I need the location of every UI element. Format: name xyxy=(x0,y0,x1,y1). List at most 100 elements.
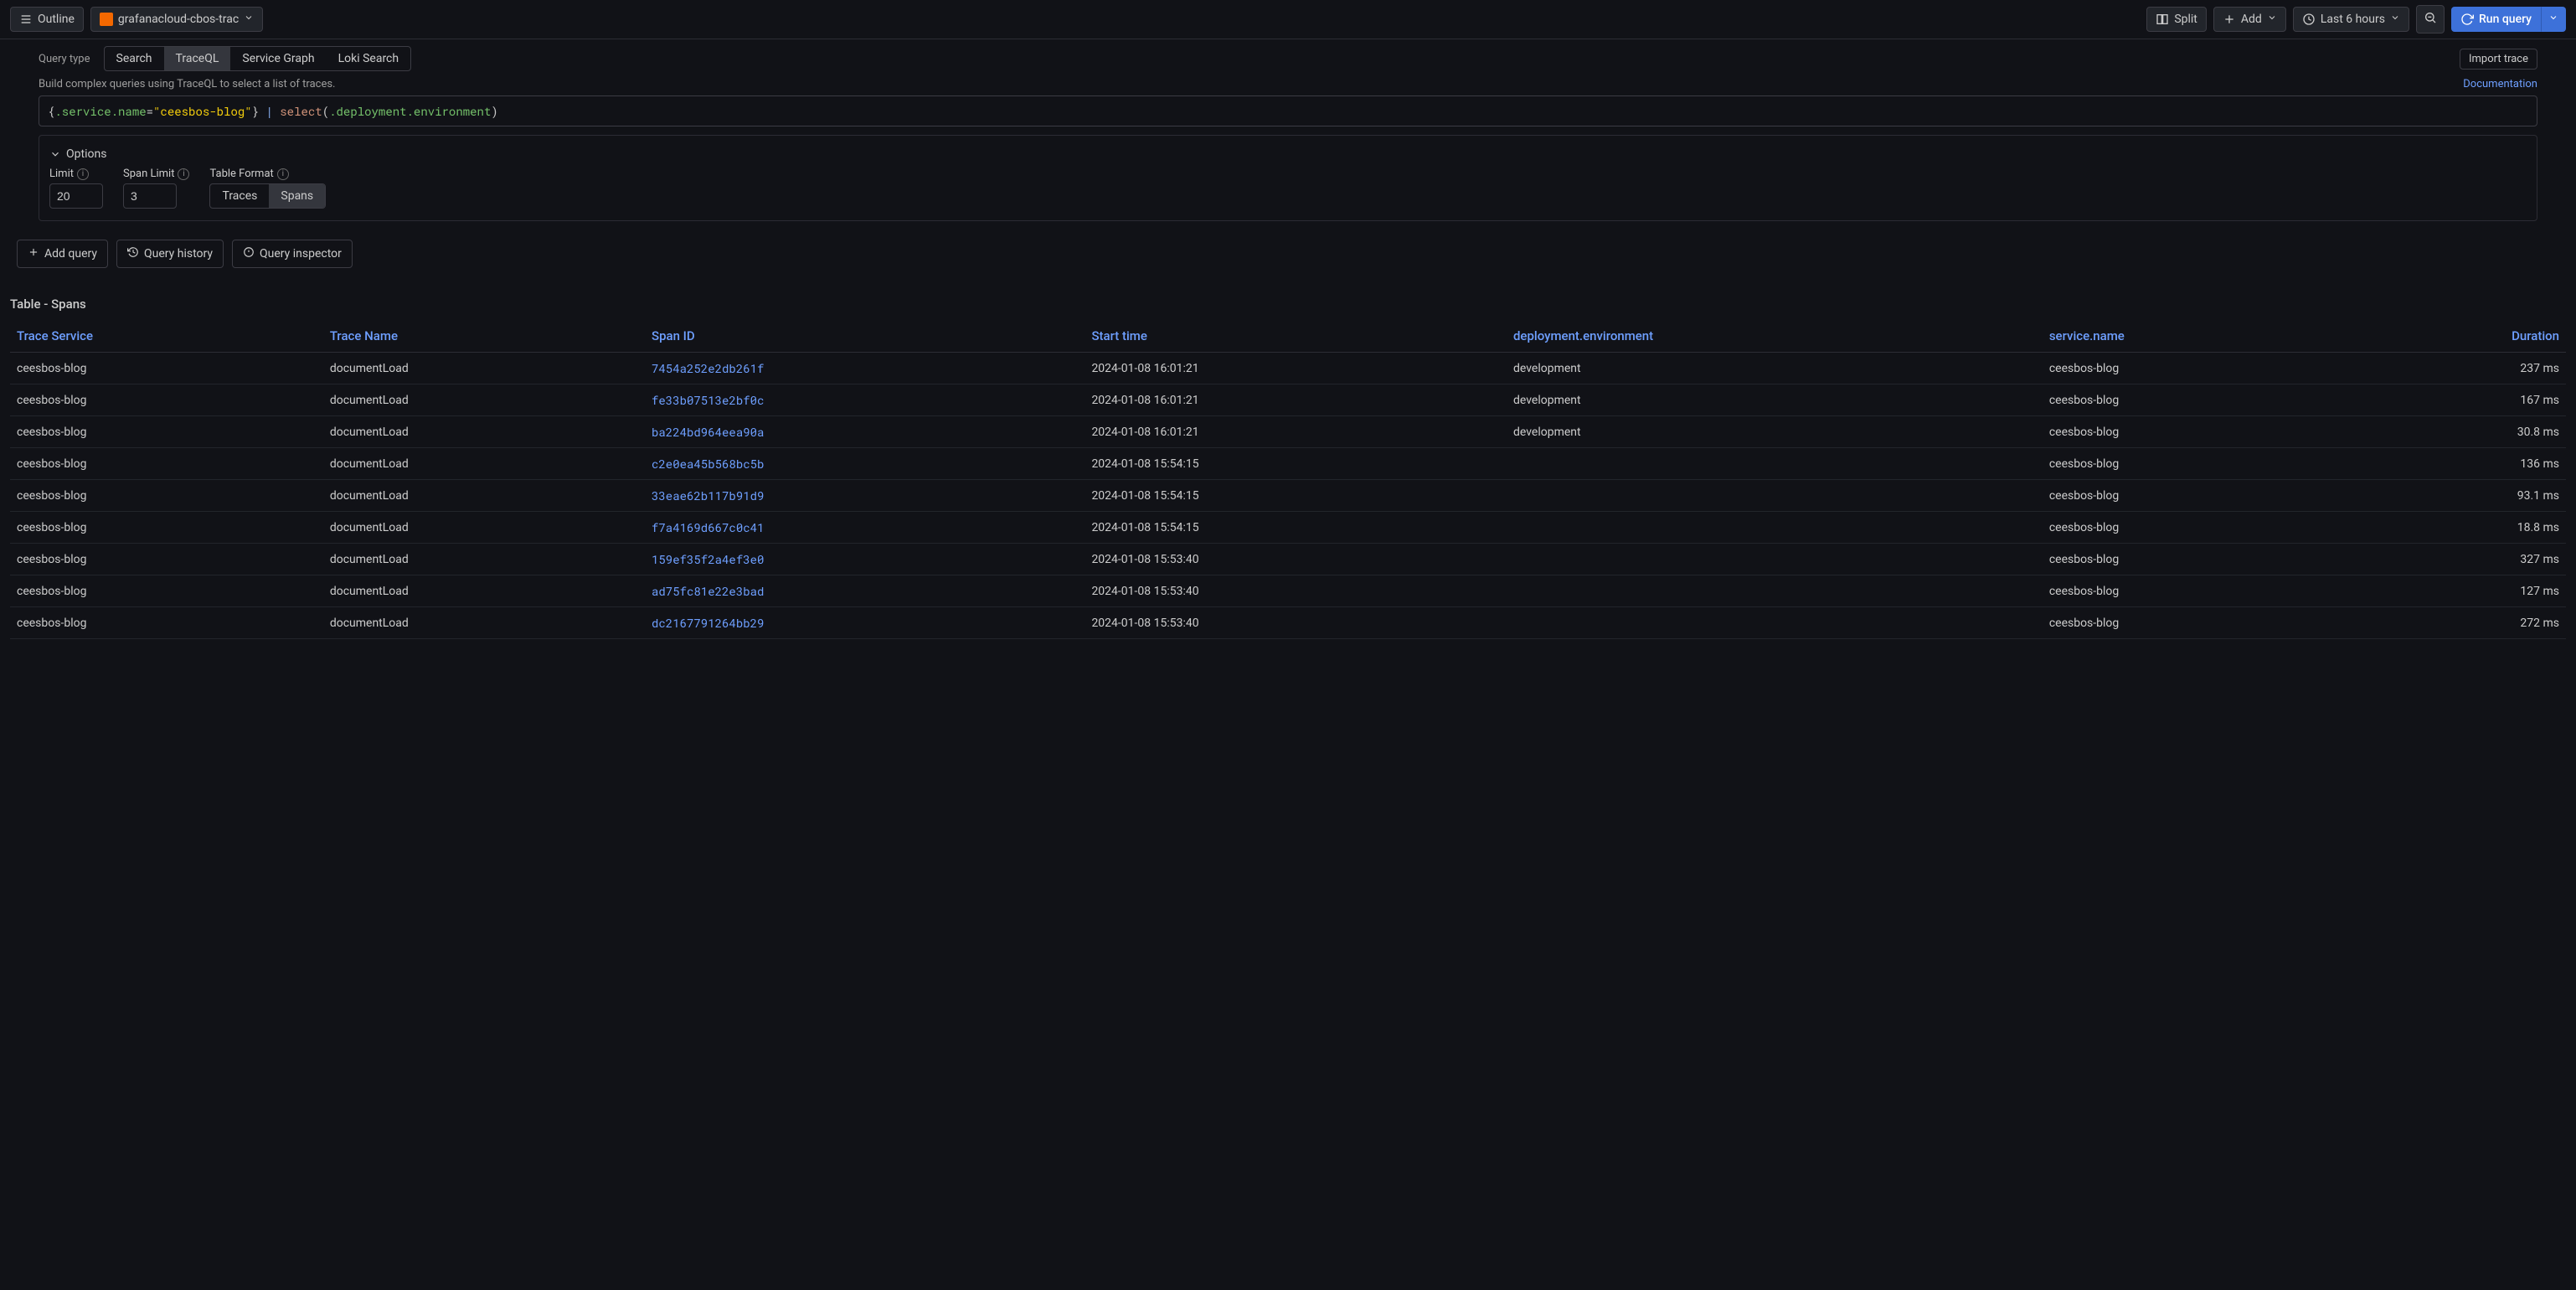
columns-icon xyxy=(2156,13,2169,26)
code-token: "ceesbos-blog" xyxy=(153,103,252,119)
segment-traces[interactable]: Traces xyxy=(210,184,269,208)
query-panel: Query type Search TraceQL Service Graph … xyxy=(0,39,2576,228)
cell-span-id[interactable]: fe33b07513e2bf0c xyxy=(645,384,1084,416)
table-row[interactable]: ceesbos-blogdocumentLoad33eae62b117b91d9… xyxy=(10,480,2566,512)
cell-trace-service: ceesbos-blog xyxy=(10,575,323,607)
add-query-button[interactable]: Add query xyxy=(17,240,108,268)
list-icon xyxy=(19,13,33,26)
span-id-link[interactable]: 33eae62b117b91d9 xyxy=(652,488,764,503)
code-token: ( xyxy=(322,103,329,119)
span-id-link[interactable]: f7a4169d667c0c41 xyxy=(652,519,764,535)
cell-span-id[interactable]: 7454a252e2db261f xyxy=(645,353,1084,384)
cell-service-name: ceesbos-blog xyxy=(2043,384,2352,416)
cell-deployment-env xyxy=(1507,512,2043,544)
span-id-link[interactable]: 159ef35f2a4ef3e0 xyxy=(652,551,764,567)
inspector-icon xyxy=(243,246,255,261)
cell-trace-name: documentLoad xyxy=(323,384,645,416)
traceql-editor[interactable]: {.service.name="ceesbos-blog"} | select(… xyxy=(39,95,2537,126)
tab-search[interactable]: Search xyxy=(105,47,164,70)
cell-duration: 30.8 ms xyxy=(2352,416,2566,448)
run-query-dropdown[interactable] xyxy=(2541,7,2566,32)
cell-start-time: 2024-01-08 15:53:40 xyxy=(1084,607,1507,639)
col-span-id[interactable]: Span ID xyxy=(645,320,1084,353)
options-toggle[interactable]: Options xyxy=(49,144,2527,168)
table-row[interactable]: ceesbos-blog documentLoad fe33b07513e2bf0c… xyxy=(10,384,2566,416)
cell-trace-name: documentLoad xyxy=(323,575,645,607)
split-button[interactable]: Split xyxy=(2146,7,2207,32)
refresh-icon xyxy=(2460,13,2474,26)
table-format-label-row: Table Format i xyxy=(209,168,326,180)
code-token: ) xyxy=(491,103,497,119)
cell-span-id[interactable]: 159ef35f2a4ef3e0 xyxy=(645,544,1084,575)
span-id-link[interactable]: 7454a252e2db261f xyxy=(652,360,764,376)
tab-loki-search[interactable]: Loki Search xyxy=(327,47,411,70)
cell-deployment-env xyxy=(1507,448,2043,480)
zoom-out-button[interactable] xyxy=(2416,5,2445,34)
info-icon[interactable]: i xyxy=(77,168,89,180)
tab-service-graph[interactable]: Service Graph xyxy=(230,47,326,70)
table-row[interactable]: ceesbos-blogdocumentLoadad75fc81e22e3bad… xyxy=(10,575,2566,607)
cell-duration: 127 ms xyxy=(2352,575,2566,607)
add-panel-button[interactable]: Add xyxy=(2213,7,2286,32)
cell-deployment-env xyxy=(1507,607,2043,639)
add-label: Add xyxy=(2241,13,2262,26)
run-query-label: Run query xyxy=(2479,13,2532,26)
span-id-link[interactable]: fe33b07513e2bf0c xyxy=(652,392,764,408)
table-row[interactable]: ceesbos-blogdocumentLoad159ef35f2a4ef3e0… xyxy=(10,544,2566,575)
import-trace-button[interactable]: Import trace xyxy=(2460,49,2537,70)
cell-start-time: 2024-01-08 15:54:15 xyxy=(1084,480,1507,512)
query-inspector-button[interactable]: Query inspector xyxy=(232,240,353,268)
segment-spans[interactable]: Spans xyxy=(269,184,325,208)
cell-service-name: ceesbos-blog xyxy=(2043,575,2352,607)
col-trace-service[interactable]: Trace Service xyxy=(10,320,323,353)
span-id-link[interactable]: ad75fc81e22e3bad xyxy=(652,583,764,599)
clock-icon xyxy=(2302,13,2316,26)
cell-span-id[interactable]: ad75fc81e22e3bad xyxy=(645,575,1084,607)
col-trace-name[interactable]: Trace Name xyxy=(323,320,645,353)
info-icon[interactable]: i xyxy=(178,168,189,180)
code-token: = xyxy=(147,103,153,119)
query-type-label: Query type xyxy=(39,53,90,65)
helper-row: Build complex queries using TraceQL to s… xyxy=(39,75,2537,95)
limit-input[interactable] xyxy=(49,183,103,209)
span-id-link[interactable]: ba224bd964eea90a xyxy=(652,424,764,440)
table-row[interactable]: ceesbos-blogdocumentLoadf7a4169d667c0c41… xyxy=(10,512,2566,544)
info-icon[interactable]: i xyxy=(277,168,289,180)
split-label: Split xyxy=(2174,13,2197,26)
cell-span-id[interactable]: f7a4169d667c0c41 xyxy=(645,512,1084,544)
cell-span-id[interactable]: dc2167791264bb29 xyxy=(645,607,1084,639)
span-id-link[interactable]: dc2167791264bb29 xyxy=(652,615,764,631)
cell-span-id[interactable]: 33eae62b117b91d9 xyxy=(645,480,1084,512)
cell-deployment-env xyxy=(1507,544,2043,575)
table-row[interactable]: ceesbos-blogdocumentLoadba224bd964eea90a… xyxy=(10,416,2566,448)
table-row[interactable]: ceesbos-blogdocumentLoadc2e0ea45b568bc5b… xyxy=(10,448,2566,480)
cell-start-time: 2024-01-08 15:54:15 xyxy=(1084,512,1507,544)
cell-duration: 136 ms xyxy=(2352,448,2566,480)
timerange-button[interactable]: Last 6 hours xyxy=(2293,7,2409,32)
col-service-name[interactable]: service.name xyxy=(2043,320,2352,353)
cell-deployment-env xyxy=(1507,480,2043,512)
span-limit-label-row: Span Limit i xyxy=(123,168,189,180)
table-row[interactable]: ceesbos-blogdocumentLoaddc2167791264bb29… xyxy=(10,607,2566,639)
cell-trace-name: documentLoad xyxy=(323,480,645,512)
table-format-label: Table Format xyxy=(209,168,273,180)
cell-span-id[interactable]: ba224bd964eea90a xyxy=(645,416,1084,448)
span-id-link[interactable]: c2e0ea45b568bc5b xyxy=(652,456,764,472)
table-row[interactable]: ceesbos-blogdocumentLoad7454a252e2db261f… xyxy=(10,353,2566,384)
query-history-button[interactable]: Query history xyxy=(116,240,224,268)
documentation-link[interactable]: Documentation xyxy=(2463,78,2537,90)
col-duration[interactable]: Duration xyxy=(2352,320,2566,353)
tab-traceql[interactable]: TraceQL xyxy=(164,47,231,70)
col-deployment-env[interactable]: deployment.environment xyxy=(1507,320,2043,353)
span-limit-input[interactable] xyxy=(123,183,177,209)
cell-span-id[interactable]: c2e0ea45b568bc5b xyxy=(645,448,1084,480)
results-panel: Table - Spans Trace Service Trace Name S… xyxy=(0,283,2576,656)
col-start-time[interactable]: Start time xyxy=(1084,320,1507,353)
cell-trace-service: ceesbos-blog xyxy=(10,448,323,480)
outline-button[interactable]: Outline xyxy=(10,7,84,32)
datasource-picker[interactable]: grafanacloud-cbos-trac xyxy=(90,7,263,32)
cell-trace-name: documentLoad xyxy=(323,544,645,575)
run-query-button[interactable]: Run query xyxy=(2451,7,2541,32)
cell-deployment-env: development xyxy=(1507,384,2043,416)
query-actions: Add query Query history Query inspector xyxy=(0,228,2576,283)
